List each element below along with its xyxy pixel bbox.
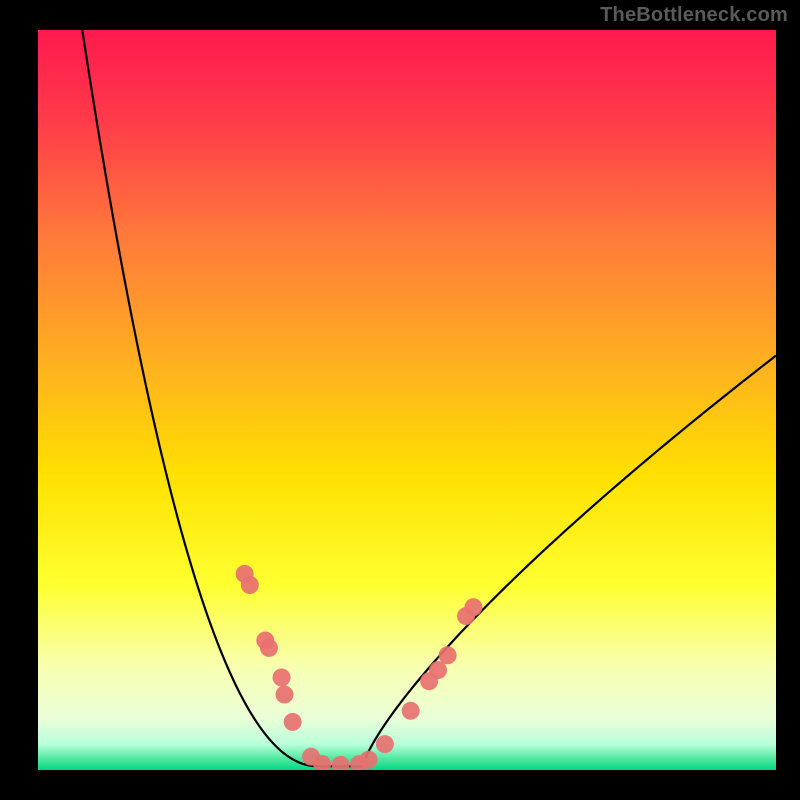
chart-plot-area [38, 30, 776, 770]
data-marker [464, 598, 482, 616]
watermark-text: TheBottleneck.com [600, 4, 788, 27]
data-marker [402, 702, 420, 720]
data-marker [273, 669, 291, 687]
bottleneck-curve-chart [38, 30, 776, 770]
data-marker [275, 686, 293, 704]
data-marker [429, 661, 447, 679]
data-marker [284, 713, 302, 731]
data-marker [376, 735, 394, 753]
data-marker [360, 751, 378, 769]
data-marker [260, 639, 278, 657]
data-marker [439, 646, 457, 664]
data-marker [241, 576, 259, 594]
